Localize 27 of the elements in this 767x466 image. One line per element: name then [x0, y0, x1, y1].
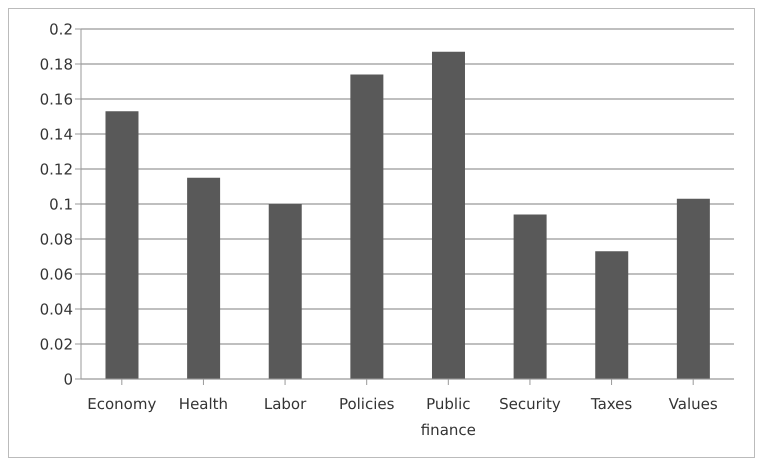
bar	[676, 198, 710, 379]
bar	[187, 178, 220, 379]
y-tick-label: 0.02	[40, 335, 73, 354]
x-tick-label: Health	[178, 395, 228, 413]
y-tick-label: 0.06	[40, 265, 73, 284]
bar	[350, 74, 384, 379]
bar	[514, 214, 547, 379]
bar	[105, 111, 138, 379]
y-tick-label: 0	[63, 370, 73, 388]
y-tick-label: 0.1	[49, 195, 73, 214]
x-tick-label: Security	[499, 395, 561, 413]
x-tick-label: Labor	[264, 395, 308, 413]
bar	[595, 251, 628, 379]
x-tick-label: Values	[668, 395, 718, 413]
y-tick-label: 0.2	[49, 20, 73, 38]
y-tick-label: 0.04	[40, 300, 73, 318]
y-tick-label: 0.16	[40, 90, 73, 108]
bar	[268, 204, 302, 379]
x-tick-label: Taxes	[590, 395, 632, 413]
y-tick-label: 0.18	[40, 55, 73, 74]
bar	[432, 52, 465, 379]
x-tick-label: Public finance	[420, 395, 476, 439]
y-tick-label: 0.08	[40, 230, 73, 248]
x-tick-label: Policies	[338, 395, 395, 413]
y-tick-label: 0.14	[40, 125, 73, 144]
x-tick-label: Economy	[87, 395, 156, 413]
y-tick-label: 0.12	[40, 160, 73, 178]
